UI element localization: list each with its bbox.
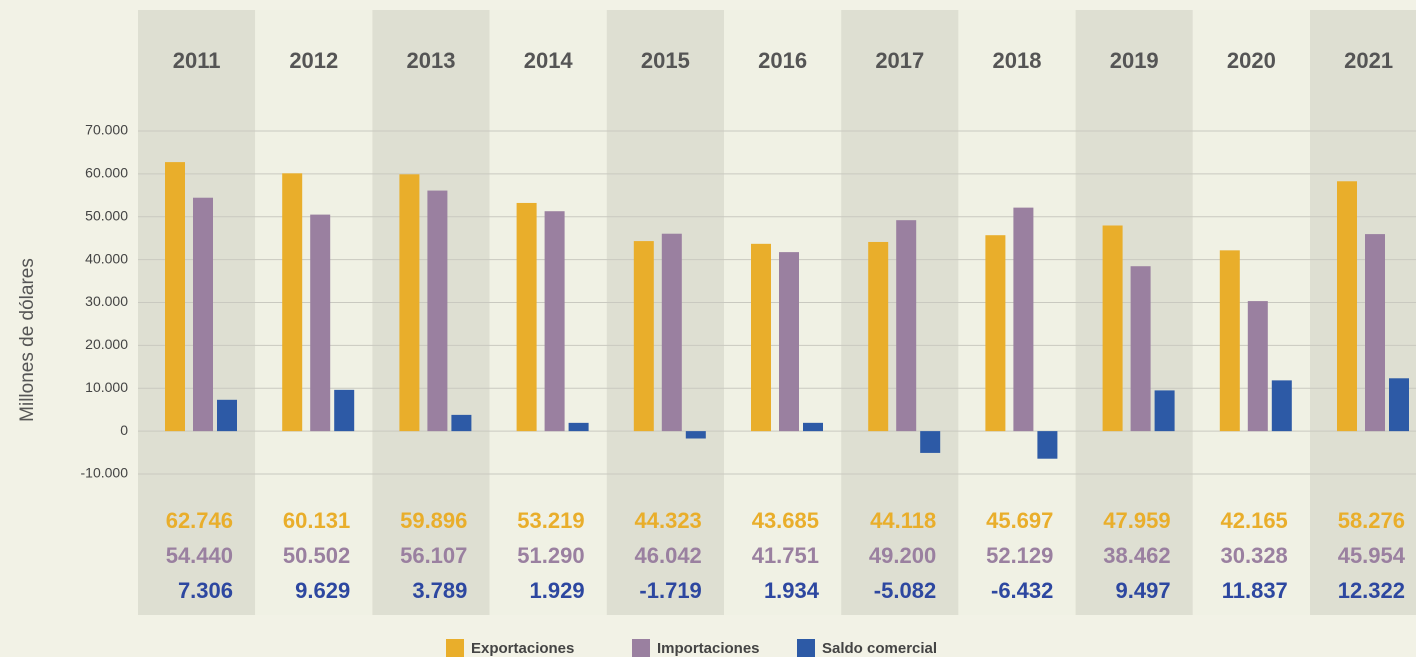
x-tick-label: 2015: [641, 48, 690, 73]
bar: [1389, 378, 1409, 432]
legend-label: Exportaciones: [471, 640, 574, 657]
bar: [633, 241, 654, 432]
value-label: 41.751: [752, 543, 819, 568]
bar: [451, 414, 472, 432]
value-label: 43.685: [752, 508, 819, 533]
bar: [1365, 234, 1385, 432]
value-label: 3.789: [412, 578, 467, 603]
value-label: 54.440: [166, 543, 233, 568]
bar: [803, 422, 823, 432]
bar: [779, 252, 799, 432]
bar: [920, 431, 941, 453]
bar: [399, 174, 420, 432]
x-tick-label: 2019: [1110, 48, 1159, 73]
value-label: -1.719: [639, 578, 701, 603]
bar: [1219, 250, 1240, 432]
y-tick-label: 0: [120, 422, 128, 438]
y-axis-label: Millones de dólares: [17, 258, 38, 422]
value-label: 49.200: [869, 543, 936, 568]
x-tick-label: 2011: [173, 48, 221, 73]
y-tick-label: -10.000: [81, 465, 129, 481]
value-label: 1.934: [764, 578, 820, 603]
bar: [427, 190, 448, 432]
value-label: 9.497: [1116, 578, 1171, 603]
bar: [1037, 431, 1058, 459]
x-tick-label: 2012: [289, 48, 338, 73]
value-label: 51.290: [517, 543, 584, 568]
bar: [751, 243, 771, 432]
value-label: 44.118: [870, 508, 936, 533]
x-tick-label: 2020: [1227, 48, 1276, 73]
bar: [165, 162, 185, 432]
bar: [1130, 266, 1151, 432]
bar: [868, 241, 889, 432]
x-tick-label: 2017: [875, 48, 924, 73]
bar: [516, 202, 537, 432]
value-label: 9.629: [295, 578, 350, 603]
bar: [282, 173, 303, 432]
bar: [1247, 301, 1268, 432]
value-label: 60.131: [283, 508, 350, 533]
bar: [985, 235, 1006, 432]
bar: [1337, 181, 1357, 432]
bar: [334, 389, 355, 432]
x-tick-label: 2018: [993, 48, 1042, 73]
bar: [1013, 207, 1034, 432]
bar: [896, 220, 917, 432]
bar: [661, 233, 682, 432]
value-label: 44.323: [635, 508, 702, 533]
value-label: -5.082: [874, 578, 936, 603]
legend-label: Saldo comercial: [822, 640, 937, 657]
value-label: 11.837: [1222, 578, 1288, 603]
y-tick-label: 10.000: [85, 379, 128, 395]
y-tick-label: 20.000: [85, 336, 128, 352]
x-tick-label: 2021: [1344, 48, 1393, 73]
y-tick-label: 70.000: [85, 122, 128, 138]
legend-swatch: [632, 639, 650, 657]
bar: [685, 431, 706, 439]
x-tick-label: 2016: [758, 48, 807, 73]
value-label: 42.165: [1221, 508, 1288, 533]
value-label: 62.746: [166, 508, 233, 533]
bar: [568, 422, 589, 432]
bar: [310, 214, 331, 432]
column-background: [1310, 10, 1416, 615]
value-label: 58.276: [1338, 508, 1405, 533]
value-label: 46.042: [635, 543, 702, 568]
legend-label: Importaciones: [657, 640, 760, 657]
y-tick-label: 50.000: [85, 207, 128, 223]
x-tick-label: 2013: [407, 48, 456, 73]
value-label: 59.896: [400, 508, 467, 533]
bar: [544, 211, 565, 432]
value-label: 50.502: [283, 543, 350, 568]
bar: [217, 399, 237, 432]
y-tick-label: 60.000: [85, 165, 128, 181]
value-label: 52.129: [986, 543, 1053, 568]
value-label: 45.697: [986, 508, 1053, 533]
value-label: 38.462: [1103, 543, 1170, 568]
value-label: 30.328: [1221, 543, 1288, 568]
y-tick-label: 40.000: [85, 250, 128, 266]
value-label: 56.107: [400, 543, 467, 568]
value-label: 53.219: [517, 508, 584, 533]
bar: [1102, 225, 1123, 432]
value-label: 7.306: [178, 578, 233, 603]
value-label: 47.959: [1103, 508, 1170, 533]
bar: [193, 197, 213, 432]
value-label: -6.432: [991, 578, 1053, 603]
value-label: 12.322: [1338, 578, 1405, 603]
bar: [1154, 390, 1175, 432]
bar: [1271, 380, 1292, 432]
legend-swatch: [797, 639, 815, 657]
legend-swatch: [446, 639, 464, 657]
y-tick-label: 30.000: [85, 293, 128, 309]
value-label: 45.954: [1338, 543, 1406, 568]
value-label: 1.929: [530, 578, 585, 603]
x-tick-label: 2014: [524, 48, 574, 73]
